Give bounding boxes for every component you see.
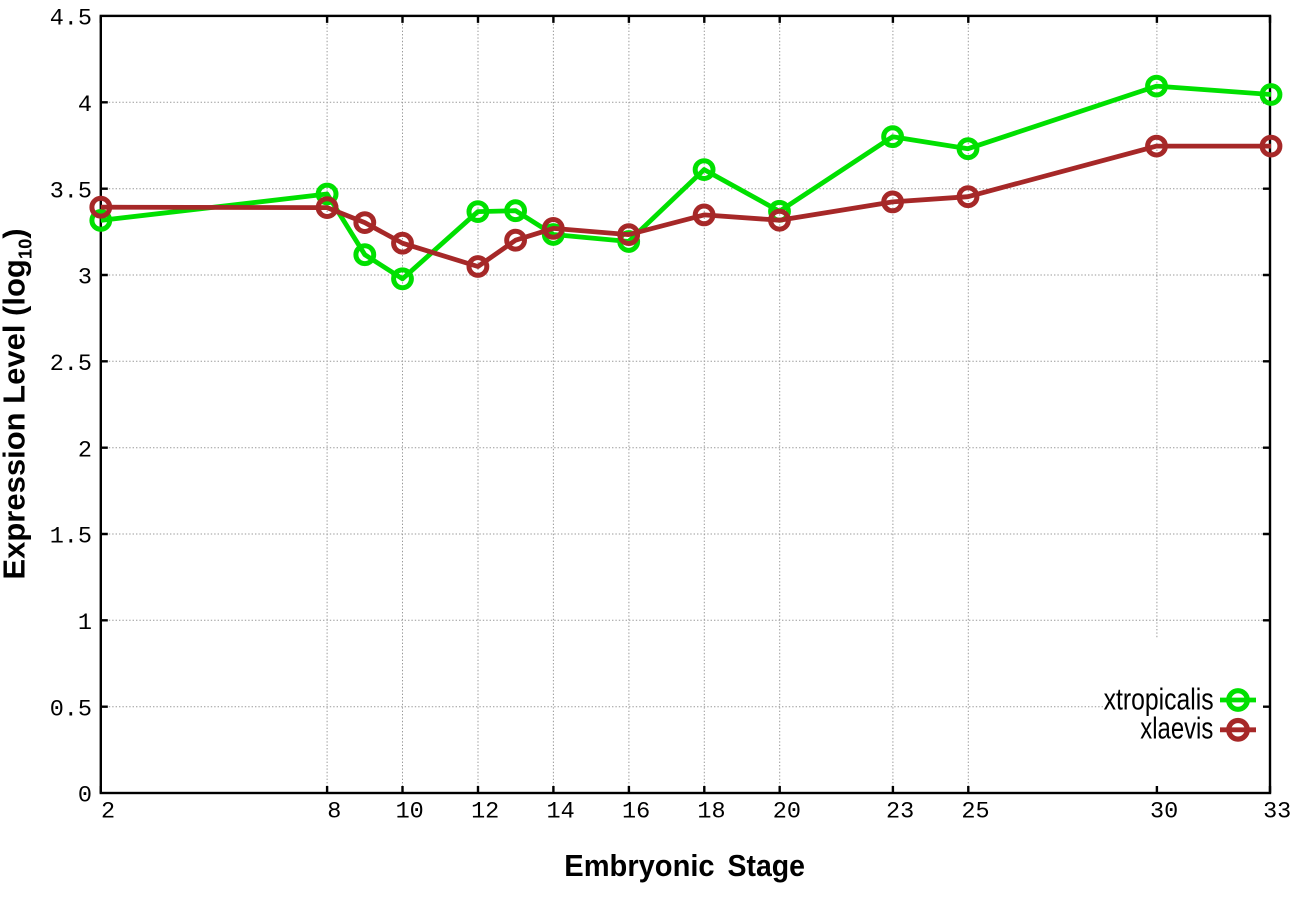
svg-text:25: 25 bbox=[961, 798, 989, 825]
svg-text:8: 8 bbox=[327, 798, 341, 825]
svg-text:2: 2 bbox=[101, 798, 115, 825]
svg-text:0: 0 bbox=[78, 783, 92, 810]
svg-text:Embryonic: Embryonic bbox=[564, 848, 714, 883]
svg-text:10: 10 bbox=[396, 798, 424, 825]
svg-text:33: 33 bbox=[1263, 798, 1291, 825]
svg-text:16: 16 bbox=[622, 798, 650, 825]
svg-text:18: 18 bbox=[697, 798, 725, 825]
svg-text:0.5: 0.5 bbox=[50, 696, 92, 723]
svg-text:4.5: 4.5 bbox=[50, 6, 92, 33]
svg-text:1.5: 1.5 bbox=[50, 524, 92, 551]
svg-text:23: 23 bbox=[886, 798, 914, 825]
svg-text:2: 2 bbox=[78, 437, 92, 464]
svg-text:30: 30 bbox=[1150, 798, 1178, 825]
svg-text:20: 20 bbox=[773, 798, 801, 825]
svg-text:1: 1 bbox=[78, 610, 92, 637]
svg-text:Expression Level (log10): Expression Level (log10) bbox=[0, 228, 36, 579]
svg-text:xlaevis: xlaevis bbox=[1140, 710, 1213, 745]
svg-text:3: 3 bbox=[78, 265, 92, 292]
svg-text:12: 12 bbox=[471, 798, 499, 825]
svg-text:4: 4 bbox=[78, 92, 92, 119]
svg-text:Stage: Stage bbox=[728, 848, 806, 883]
svg-text:xtropicalis: xtropicalis bbox=[1104, 682, 1214, 717]
svg-text:3.5: 3.5 bbox=[50, 178, 92, 205]
svg-text:14: 14 bbox=[546, 798, 574, 825]
svg-text:2.5: 2.5 bbox=[50, 351, 92, 378]
